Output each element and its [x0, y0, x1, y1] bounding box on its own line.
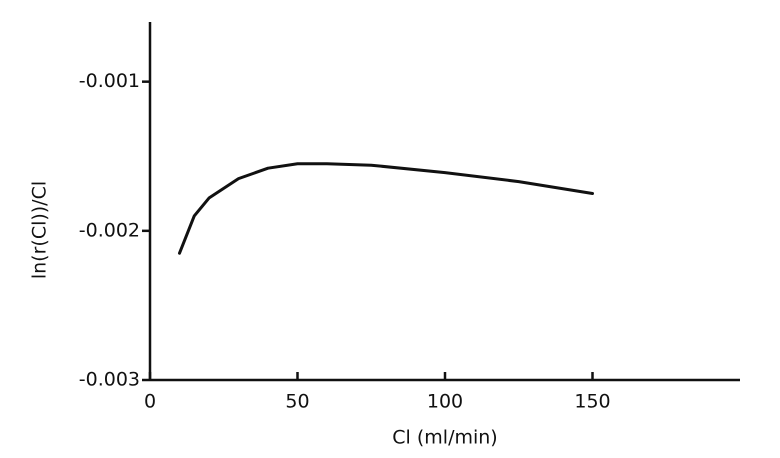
y-tick-label: -0.003: [79, 369, 140, 391]
y-tick-label: -0.002: [79, 219, 140, 241]
x-tick-label: 100: [427, 391, 463, 413]
x-axis-label: Cl (ml/min): [392, 427, 497, 449]
line: [178, 162, 594, 255]
x-tick-label: 150: [574, 391, 610, 413]
y-tick-label: -0.001: [79, 70, 140, 92]
y-axis-label: ln(r(Cl))/Cl: [29, 181, 51, 279]
x-tick-label: 50: [285, 391, 309, 413]
x-tick-label: 0: [144, 391, 156, 413]
